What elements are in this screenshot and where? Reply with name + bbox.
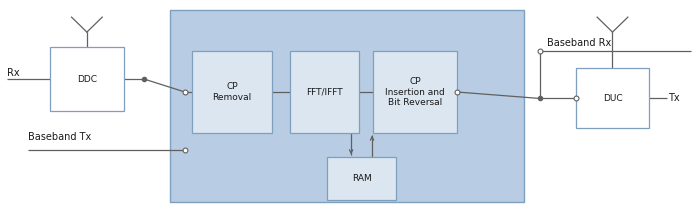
Bar bbox=[373, 51, 457, 133]
Text: DUC: DUC bbox=[602, 94, 623, 103]
Text: CP
Insertion and
Bit Reversal: CP Insertion and Bit Reversal bbox=[385, 77, 445, 107]
Bar bbox=[170, 10, 524, 202]
Bar bbox=[327, 157, 396, 200]
Bar bbox=[290, 51, 359, 133]
Text: FFT/IFFT: FFT/IFFT bbox=[306, 88, 343, 97]
Bar bbox=[576, 68, 649, 128]
Text: Rx: Rx bbox=[7, 68, 20, 78]
Text: Tx: Tx bbox=[668, 94, 680, 103]
Text: Baseband Rx: Baseband Rx bbox=[547, 38, 611, 48]
Text: DDC: DDC bbox=[77, 75, 97, 84]
Text: RAM: RAM bbox=[352, 174, 371, 183]
Text: CP
Removal: CP Removal bbox=[212, 82, 252, 102]
Bar bbox=[50, 47, 124, 111]
Text: Baseband Tx: Baseband Tx bbox=[28, 132, 91, 142]
Bar bbox=[192, 51, 272, 133]
